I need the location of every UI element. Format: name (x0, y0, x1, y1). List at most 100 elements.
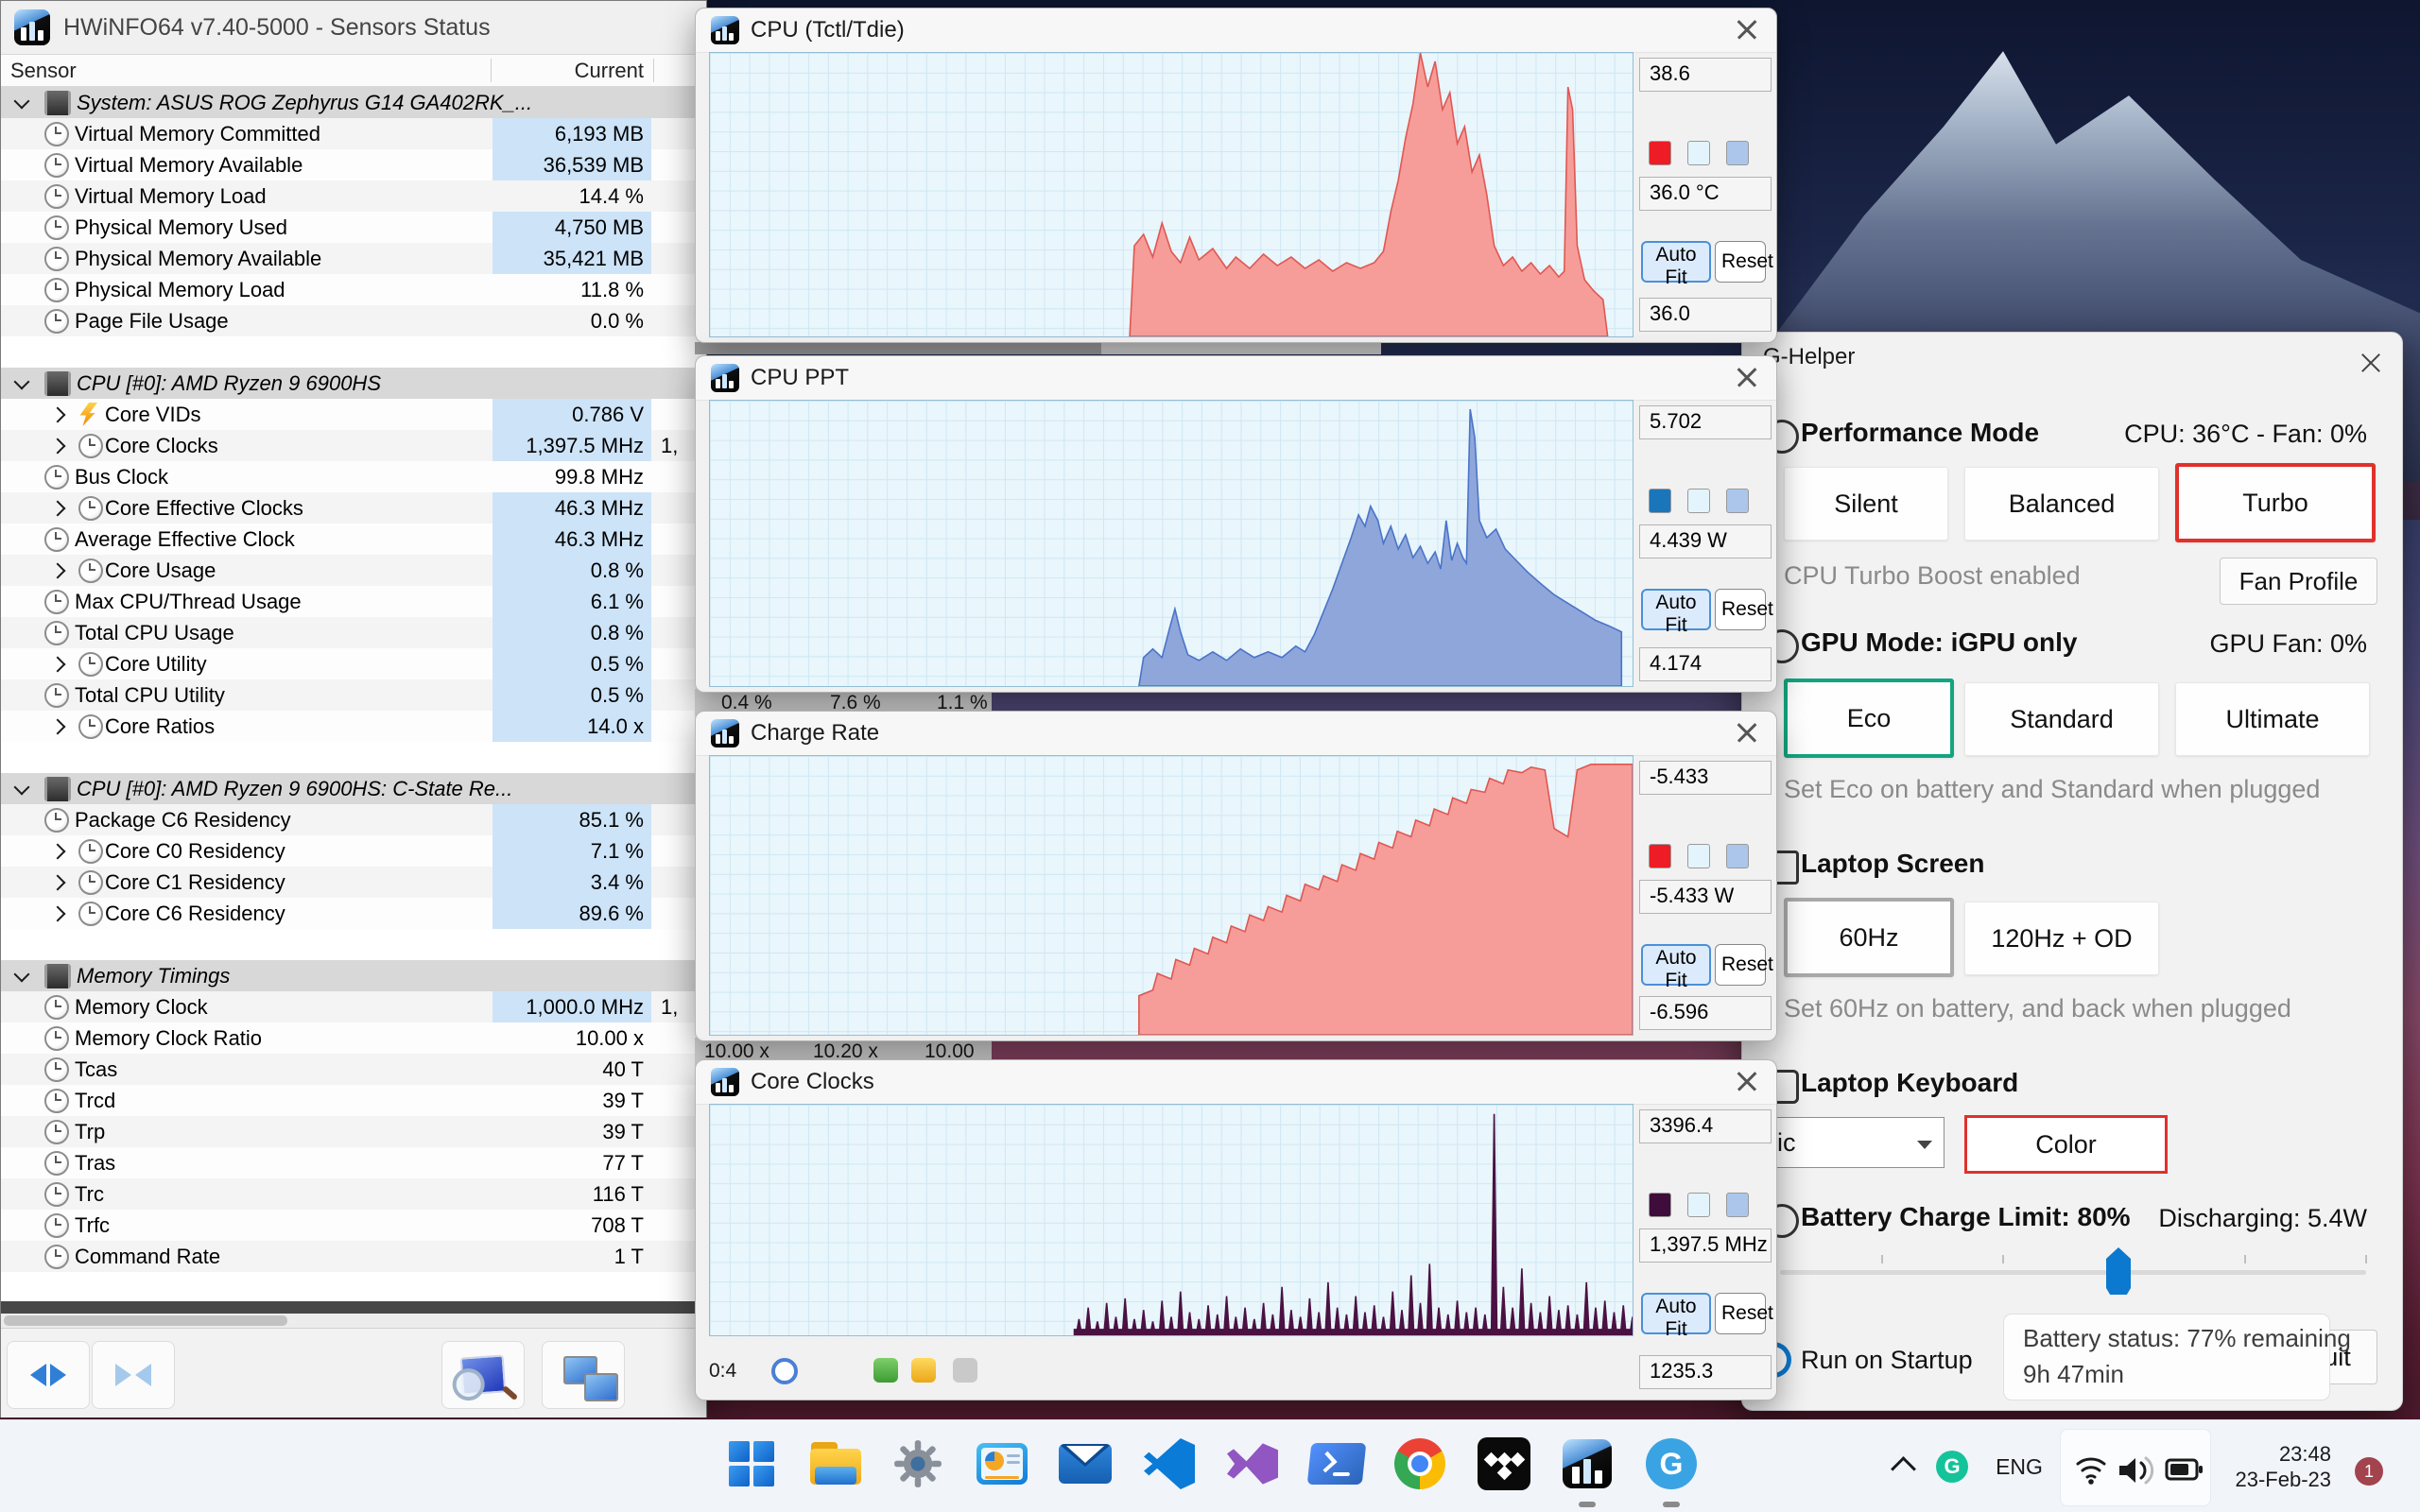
close-icon[interactable] (2357, 350, 2385, 378)
sensor-row[interactable]: Core C1 Residency 3.4 % (1, 867, 706, 898)
remote-monitoring-button[interactable] (542, 1341, 625, 1409)
legend-steel-swatch[interactable] (1726, 844, 1749, 868)
legend-color-swatch[interactable] (1649, 489, 1671, 513)
60hz-button[interactable]: 60Hz (1784, 898, 1954, 977)
sensor-row[interactable]: Virtual Memory Committed 6,193 MB (1, 118, 706, 149)
sensor-row[interactable]: Average Effective Clock 46.3 MHz (1, 524, 706, 555)
auto-fit-button[interactable]: Auto Fit (1641, 241, 1711, 288)
graph-plot-area[interactable] (709, 755, 1634, 1036)
sensor-row[interactable]: Core Ratios 14.0 x (1, 711, 706, 742)
eco-button[interactable]: Eco (1784, 679, 1954, 758)
sensor-row[interactable]: Trp 39 T (1, 1116, 706, 1147)
slider-handle[interactable] (2106, 1247, 2131, 1295)
chevron-right-icon[interactable] (49, 500, 66, 517)
graph-plot-area[interactable] (709, 1104, 1634, 1336)
legend-pale-swatch[interactable] (1687, 489, 1710, 513)
taskbar-button-settings[interactable] (884, 1430, 952, 1498)
chevron-right-icon[interactable] (49, 718, 66, 735)
legend-pale-swatch[interactable] (1687, 844, 1710, 868)
chevron-right-icon[interactable] (49, 905, 66, 922)
taskbar-button-tidal[interactable] (1470, 1430, 1538, 1498)
scrollbar-thumb[interactable] (4, 1315, 287, 1326)
sensor-row[interactable]: CPU [#0]: AMD Ryzen 9 6900HS: C-State Re… (1, 773, 706, 804)
reset-button[interactable]: Reset (1715, 1293, 1773, 1334)
sensor-row[interactable]: System: ASUS ROG Zephyrus G14 GA402RK_..… (1, 87, 706, 118)
chevron-down-icon[interactable] (13, 779, 30, 796)
sensor-row[interactable]: Physical Memory Available 35,421 MB (1, 243, 706, 274)
battery-limit-slider[interactable] (1780, 1255, 2367, 1275)
system-summary-button[interactable] (441, 1341, 525, 1409)
chevron-down-icon[interactable] (13, 373, 30, 390)
chevron-right-icon[interactable] (49, 562, 66, 579)
legend-color-swatch[interactable] (1649, 1193, 1671, 1217)
sensor-row[interactable]: Memory Clock 1,000.0 MHz 1, (1, 991, 706, 1022)
sensor-row[interactable]: Core C6 Residency 89.6 % (1, 898, 706, 929)
sensor-row[interactable]: Virtual Memory Load 14.4 % (1, 180, 706, 212)
taskbar-button-chrome[interactable] (1386, 1430, 1454, 1498)
notification-badge[interactable]: 1 (2355, 1457, 2383, 1486)
sensor-row[interactable]: Tcas 40 T (1, 1054, 706, 1085)
tray-quick-settings[interactable] (2060, 1429, 2211, 1506)
sensor-row[interactable]: Max CPU/Thread Usage 6.1 % (1, 586, 706, 617)
column-header-sensor[interactable]: Sensor (10, 59, 77, 82)
taskbar-button-start[interactable] (717, 1430, 786, 1498)
close-icon[interactable] (1733, 719, 1761, 747)
clock[interactable]: 23:48 23-Feb-23 (2218, 1441, 2331, 1492)
tray-chevron-up-icon[interactable] (1891, 1456, 1916, 1482)
taskbar-button-visual-studio[interactable] (1219, 1430, 1287, 1498)
sensor-row[interactable]: CPU [#0]: AMD Ryzen 9 6900HS (1, 368, 706, 399)
taskbar-button-control-panel[interactable] (968, 1430, 1036, 1498)
taskbar-button-powershell[interactable] (1303, 1430, 1371, 1498)
taskbar-button-hwinfo[interactable] (1553, 1430, 1621, 1498)
chevron-right-icon[interactable] (49, 656, 66, 673)
reset-button[interactable]: Reset (1715, 589, 1773, 630)
balanced-button[interactable]: Balanced (1964, 467, 2159, 541)
silent-button[interactable]: Silent (1784, 467, 1948, 541)
legend-steel-swatch[interactable] (1726, 489, 1749, 513)
turbo-button[interactable]: Turbo (2175, 463, 2376, 542)
column-header-current[interactable]: Current (574, 59, 644, 82)
graph-plot-area[interactable] (709, 52, 1634, 337)
sensor-row[interactable]: Physical Memory Used 4,750 MB (1, 212, 706, 243)
sensor-row[interactable]: Virtual Memory Available 36,539 MB (1, 149, 706, 180)
expand-columns-button[interactable] (7, 1341, 90, 1409)
auto-fit-button[interactable]: Auto Fit (1641, 589, 1711, 636)
legend-color-swatch[interactable] (1649, 141, 1671, 165)
chevron-down-icon[interactable] (13, 93, 30, 110)
taskbar-button-explorer[interactable] (802, 1430, 870, 1498)
sensor-row[interactable]: Trcd 39 T (1, 1085, 706, 1116)
graph-window-titlebar[interactable]: Core Clocks (696, 1060, 1776, 1105)
grammarly-tray-icon[interactable]: G (1936, 1451, 1968, 1483)
legend-pale-swatch[interactable] (1687, 1193, 1710, 1217)
reset-button[interactable]: Reset (1715, 241, 1773, 283)
graph-window-titlebar[interactable]: CPU (Tctl/Tdie) (696, 9, 1776, 53)
chevron-right-icon[interactable] (49, 438, 66, 455)
sensor-row[interactable]: Core Usage 0.8 % (1, 555, 706, 586)
legend-steel-swatch[interactable] (1726, 1193, 1749, 1217)
language-indicator[interactable]: ENG (1996, 1454, 2043, 1479)
legend-color-swatch[interactable] (1649, 844, 1671, 868)
legend-steel-swatch[interactable] (1726, 141, 1749, 165)
close-icon[interactable] (1733, 16, 1761, 44)
sensor-row[interactable]: Trc 116 T (1, 1178, 706, 1210)
standard-button[interactable]: Standard (1964, 682, 2159, 756)
sensor-row[interactable]: Tras 77 T (1, 1147, 706, 1178)
taskbar-button-ghelper[interactable]: G (1637, 1430, 1705, 1498)
sensor-row[interactable]: Core C0 Residency 7.1 % (1, 835, 706, 867)
sensor-row[interactable]: Total CPU Usage 0.8 % (1, 617, 706, 648)
sensor-row[interactable]: Bus Clock 99.8 MHz (1, 461, 706, 492)
auto-fit-button[interactable]: Auto Fit (1641, 1293, 1711, 1340)
sensor-row[interactable]: Page File Usage 0.0 % (1, 305, 706, 336)
chevron-right-icon[interactable] (49, 874, 66, 891)
chevron-down-icon[interactable] (13, 966, 30, 983)
graph-window-titlebar[interactable]: Charge Rate (696, 712, 1776, 756)
graph-plot-area[interactable] (709, 400, 1634, 687)
sensor-row[interactable]: Physical Memory Load 11.8 % (1, 274, 706, 305)
legend-pale-swatch[interactable] (1687, 141, 1710, 165)
ultimate-button[interactable]: Ultimate (2175, 682, 2370, 756)
sensor-row[interactable]: Core Utility 0.5 % (1, 648, 706, 679)
color-button[interactable]: Color (1964, 1115, 2168, 1174)
graph-window-titlebar[interactable]: CPU PPT (696, 356, 1776, 401)
close-icon[interactable] (1733, 1068, 1761, 1096)
horizontal-scrollbar[interactable] (1, 1314, 706, 1328)
